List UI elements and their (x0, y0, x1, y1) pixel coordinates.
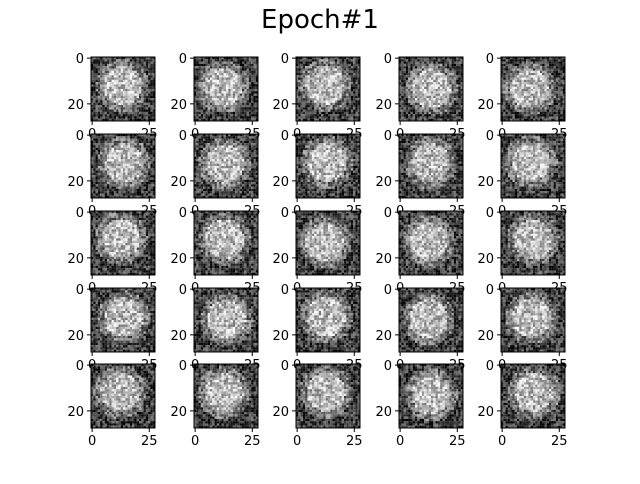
y-tick-label: 0 (486, 52, 494, 67)
y-tick-label: 20 (375, 405, 392, 420)
subplot-4-2: 0 20 0 25 (272, 359, 362, 449)
y-tick-label: 20 (170, 252, 187, 267)
y-tick-label: 20 (477, 98, 494, 113)
x-tick-label: 25 (244, 434, 261, 449)
x-tick-label: 25 (346, 434, 363, 449)
y-tick-label: 0 (76, 206, 84, 221)
y-tick-label: 0 (281, 52, 289, 67)
y-tick-label: 0 (384, 206, 392, 221)
y-tick-label: 0 (281, 359, 289, 374)
generated-image (91, 211, 155, 275)
subplot-4-1: 0 20 0 25 (170, 359, 260, 449)
generated-image (194, 134, 258, 198)
y-tick-label: 0 (179, 206, 187, 221)
generated-image (399, 288, 463, 352)
generated-image (296, 57, 360, 121)
y-tick-label: 20 (170, 98, 187, 113)
y-tick-label: 0 (281, 283, 289, 298)
generated-image (91, 134, 155, 198)
y-tick-label: 0 (179, 283, 187, 298)
generated-image (194, 288, 258, 352)
x-tick-label: 25 (141, 434, 158, 449)
x-tick-label: 0 (396, 434, 404, 449)
y-tick-label: 0 (179, 359, 187, 374)
y-tick-label: 0 (179, 129, 187, 144)
generated-image (296, 134, 360, 198)
y-tick-label: 20 (67, 252, 84, 267)
y-tick-label: 20 (477, 252, 494, 267)
y-tick-label: 20 (477, 175, 494, 190)
y-tick-label: 20 (67, 329, 84, 344)
generated-image (91, 288, 155, 352)
y-tick-label: 0 (76, 52, 84, 67)
y-tick-label: 0 (486, 283, 494, 298)
y-tick-label: 0 (76, 283, 84, 298)
y-tick-label: 20 (170, 405, 187, 420)
x-tick-label: 0 (498, 434, 506, 449)
y-tick-label: 20 (375, 252, 392, 267)
generated-image (501, 288, 565, 352)
y-tick-label: 20 (375, 329, 392, 344)
y-tick-label: 20 (67, 405, 84, 420)
y-tick-label: 0 (76, 359, 84, 374)
y-tick-label: 0 (76, 129, 84, 144)
y-tick-label: 20 (67, 98, 84, 113)
subplot-4-0: 0 20 0 25 (67, 359, 157, 449)
generated-image (501, 57, 565, 121)
y-tick-label: 20 (272, 405, 289, 420)
y-tick-label: 20 (272, 252, 289, 267)
y-tick-label: 20 (477, 329, 494, 344)
generated-image (91, 364, 155, 428)
y-tick-label: 20 (272, 175, 289, 190)
y-tick-label: 20 (170, 175, 187, 190)
y-tick-label: 0 (486, 129, 494, 144)
generated-image (399, 134, 463, 198)
y-tick-label: 0 (384, 359, 392, 374)
subplot-4-4: 0 20 0 25 (477, 359, 567, 449)
y-tick-label: 20 (272, 329, 289, 344)
x-tick-label: 0 (88, 434, 96, 449)
y-tick-label: 20 (477, 405, 494, 420)
y-tick-label: 0 (384, 283, 392, 298)
generated-image (399, 57, 463, 121)
generated-image (296, 211, 360, 275)
y-tick-label: 0 (281, 206, 289, 221)
x-tick-label: 25 (551, 434, 568, 449)
subplot-4-3: 0 20 0 25 (375, 359, 465, 449)
figure-title: Epoch#1 (0, 5, 640, 35)
y-tick-label: 0 (179, 52, 187, 67)
y-tick-label: 0 (384, 52, 392, 67)
generated-image (194, 57, 258, 121)
generated-image (296, 364, 360, 428)
y-tick-label: 0 (486, 359, 494, 374)
generated-image (296, 288, 360, 352)
generated-image (194, 364, 258, 428)
y-tick-label: 20 (170, 329, 187, 344)
x-tick-label: 25 (449, 434, 466, 449)
generated-image (399, 364, 463, 428)
generated-image (501, 364, 565, 428)
y-tick-label: 20 (272, 98, 289, 113)
x-tick-label: 0 (293, 434, 301, 449)
generated-image (399, 211, 463, 275)
generated-image (501, 211, 565, 275)
generated-image (91, 57, 155, 121)
y-tick-label: 20 (375, 98, 392, 113)
y-tick-label: 0 (384, 129, 392, 144)
x-tick-label: 0 (191, 434, 199, 449)
y-tick-label: 0 (281, 129, 289, 144)
y-tick-label: 0 (486, 206, 494, 221)
y-tick-label: 20 (375, 175, 392, 190)
generated-image (501, 134, 565, 198)
generated-image (194, 211, 258, 275)
y-tick-label: 20 (67, 175, 84, 190)
